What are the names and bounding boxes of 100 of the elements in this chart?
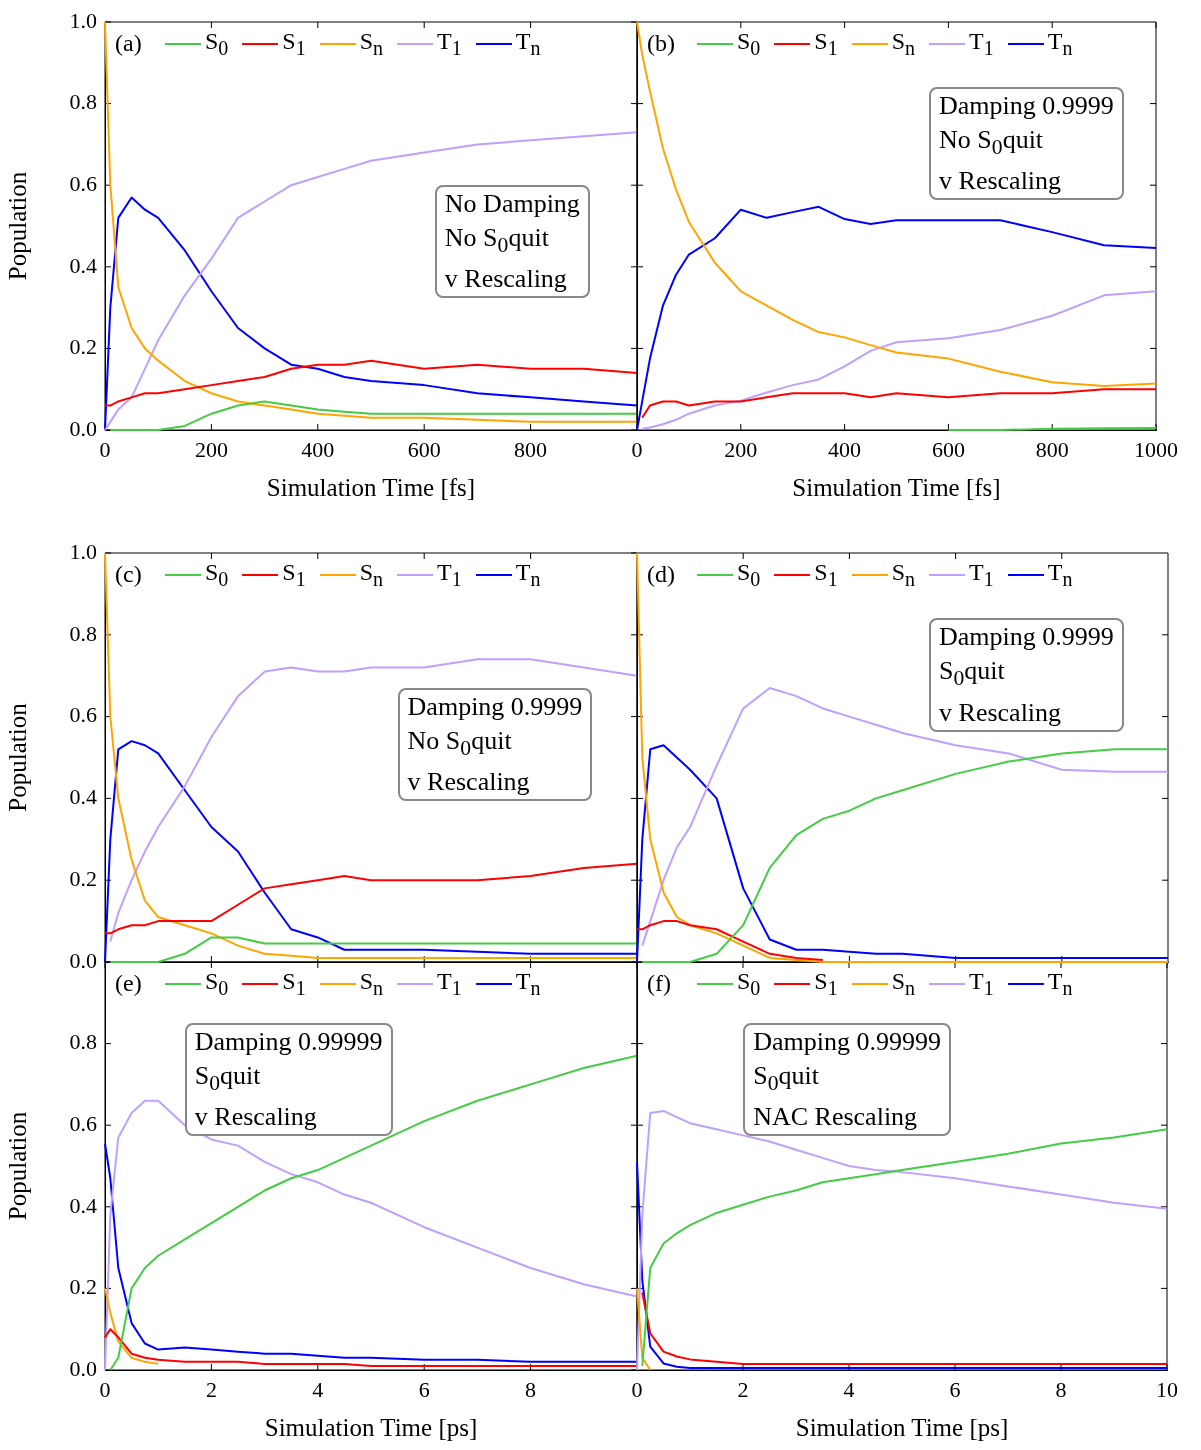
y-tick-label: 0.0 <box>69 415 97 441</box>
legend-label: T$_{1}$ <box>969 559 994 591</box>
annotation: S$_{0}$quit <box>194 1060 262 1098</box>
legend-label: T$_{1}$ <box>969 28 994 60</box>
y-tick-label: 0.4 <box>69 784 97 810</box>
legend-label: T$_{1}$ <box>969 968 994 1000</box>
x-axis-title: Simulation Time [ps] <box>264 1413 478 1441</box>
y-tick-label: 1.0 <box>69 538 97 564</box>
legend-label: S$_{0}$ <box>737 968 761 1000</box>
legend-label: S$_{n}$ <box>891 968 916 1000</box>
legend-label: S$_{0}$ <box>205 28 229 60</box>
legend-label: T$_{1}$ <box>437 559 462 591</box>
x-axis-title: Simulation Time [fs] <box>266 473 476 501</box>
legend-label: T$_{n}$ <box>515 28 541 60</box>
legend-label: T$_{n}$ <box>515 968 541 1000</box>
legend-label: S$_{n}$ <box>359 968 384 1000</box>
legend-label: T$_{n}$ <box>1047 968 1073 1000</box>
x-tick-label: 8 <box>525 1376 537 1402</box>
legend-label: T$_{n}$ <box>1047 559 1073 591</box>
annotation: (d) <box>647 561 675 588</box>
x-tick-label: 0 <box>99 1376 111 1402</box>
y-tick-label: 0.6 <box>69 170 97 196</box>
legend-label: T$_{n}$ <box>515 559 541 591</box>
annotation: (a) <box>115 30 142 57</box>
annotation: No S$_{0}$quit <box>444 222 550 260</box>
y-axis-title: Population <box>3 171 31 281</box>
y-axis-title: Population <box>3 702 31 812</box>
annotation: No S$_{0}$quit <box>407 724 513 763</box>
y-tick-label: 0.4 <box>69 252 97 278</box>
legend-label: S$_{n}$ <box>359 28 384 60</box>
annotation: Damping 0.9999 <box>407 690 583 723</box>
legend-label: S$_{1}$ <box>282 968 306 1000</box>
annotation: Damping 0.99999 <box>194 1026 383 1059</box>
x-tick-label: 800 <box>514 436 548 462</box>
annotation: Damping 0.9999 <box>939 621 1114 654</box>
legend-label: S$_{0}$ <box>205 559 229 591</box>
x-tick-label: 600 <box>931 436 965 462</box>
annotation: v Rescaling <box>194 1101 318 1134</box>
annotation: Damping 0.99999 <box>753 1026 941 1059</box>
annotation: S$_{0}$quit <box>753 1060 820 1098</box>
y-tick-label: 0.6 <box>69 1110 97 1136</box>
x-tick-label: 400 <box>828 436 862 462</box>
x-axis-title: Simulation Time [ps] <box>795 1413 1009 1441</box>
y-tick-label: 0.8 <box>69 89 97 115</box>
x-tick-label: 4 <box>843 1376 855 1402</box>
x-tick-label: 2 <box>205 1376 217 1402</box>
x-tick-label: 8 <box>1055 1376 1067 1402</box>
x-tick-label: 200 <box>194 436 228 462</box>
y-tick-label: 0.2 <box>69 334 97 360</box>
y-tick-label: 0.8 <box>69 620 97 646</box>
legend-label: S$_{1}$ <box>814 559 838 591</box>
annotation: S$_{0}$quit <box>939 655 1006 693</box>
annotation: v Rescaling <box>939 165 1063 198</box>
annotation: v Rescaling <box>939 696 1063 729</box>
y-tick-label: 0.8 <box>69 1029 97 1055</box>
legend-label: S$_{0}$ <box>737 28 761 60</box>
y-tick-label: 0.2 <box>69 1274 97 1300</box>
annotation: (b) <box>647 30 675 57</box>
y-tick-label: 0.6 <box>69 702 97 728</box>
x-tick-label: 10 <box>1156 1376 1178 1402</box>
x-tick-label: 2 <box>737 1376 749 1402</box>
y-tick-label: 0.4 <box>69 1192 97 1218</box>
x-tick-label: 200 <box>724 436 758 462</box>
legend-label: S$_{1}$ <box>814 28 838 60</box>
annotation: (e) <box>115 970 142 997</box>
legend-label: S$_{0}$ <box>205 968 229 1000</box>
legend-label: T$_{1}$ <box>437 28 462 60</box>
y-tick-label: 0.2 <box>69 865 97 891</box>
x-tick-label: 400 <box>301 436 335 462</box>
legend-label: T$_{1}$ <box>437 968 462 1000</box>
annotation: v Rescaling <box>407 766 531 799</box>
legend-label: S$_{1}$ <box>814 968 838 1000</box>
annotation: v Rescaling <box>444 263 568 296</box>
x-tick-label: 6 <box>949 1376 961 1402</box>
legend-label: S$_{n}$ <box>359 559 384 591</box>
legend-label: T$_{n}$ <box>1047 28 1073 60</box>
legend-label: S$_{0}$ <box>737 559 761 591</box>
legend-label: S$_{1}$ <box>282 28 306 60</box>
x-tick-label: 6 <box>418 1376 430 1402</box>
x-axis-title: Simulation Time [fs] <box>792 473 1001 501</box>
legend-label: S$_{n}$ <box>891 28 916 60</box>
x-tick-label: 0 <box>631 436 643 462</box>
x-tick-label: 600 <box>407 436 441 462</box>
y-tick-label: 0.0 <box>69 1355 97 1381</box>
annotation: No S$_{0}$quit <box>939 124 1045 162</box>
x-tick-label: 1000 <box>1134 436 1178 462</box>
legend-label: S$_{1}$ <box>282 559 306 591</box>
annotation: No Damping <box>444 188 580 221</box>
y-tick-label: 0.0 <box>69 947 97 973</box>
annotation: (f) <box>647 970 671 997</box>
y-axis-title: Population <box>3 1111 31 1221</box>
legend-label: S$_{n}$ <box>891 559 916 591</box>
x-tick-label: 0 <box>99 436 111 462</box>
x-tick-label: 800 <box>1035 436 1069 462</box>
annotation: NAC Rescaling <box>753 1101 919 1134</box>
annotation: Damping 0.9999 <box>939 90 1114 123</box>
annotation: (c) <box>115 561 142 588</box>
x-tick-label: 0 <box>631 1376 643 1402</box>
y-tick-label: 1.0 <box>69 7 97 33</box>
x-tick-label: 4 <box>312 1376 324 1402</box>
